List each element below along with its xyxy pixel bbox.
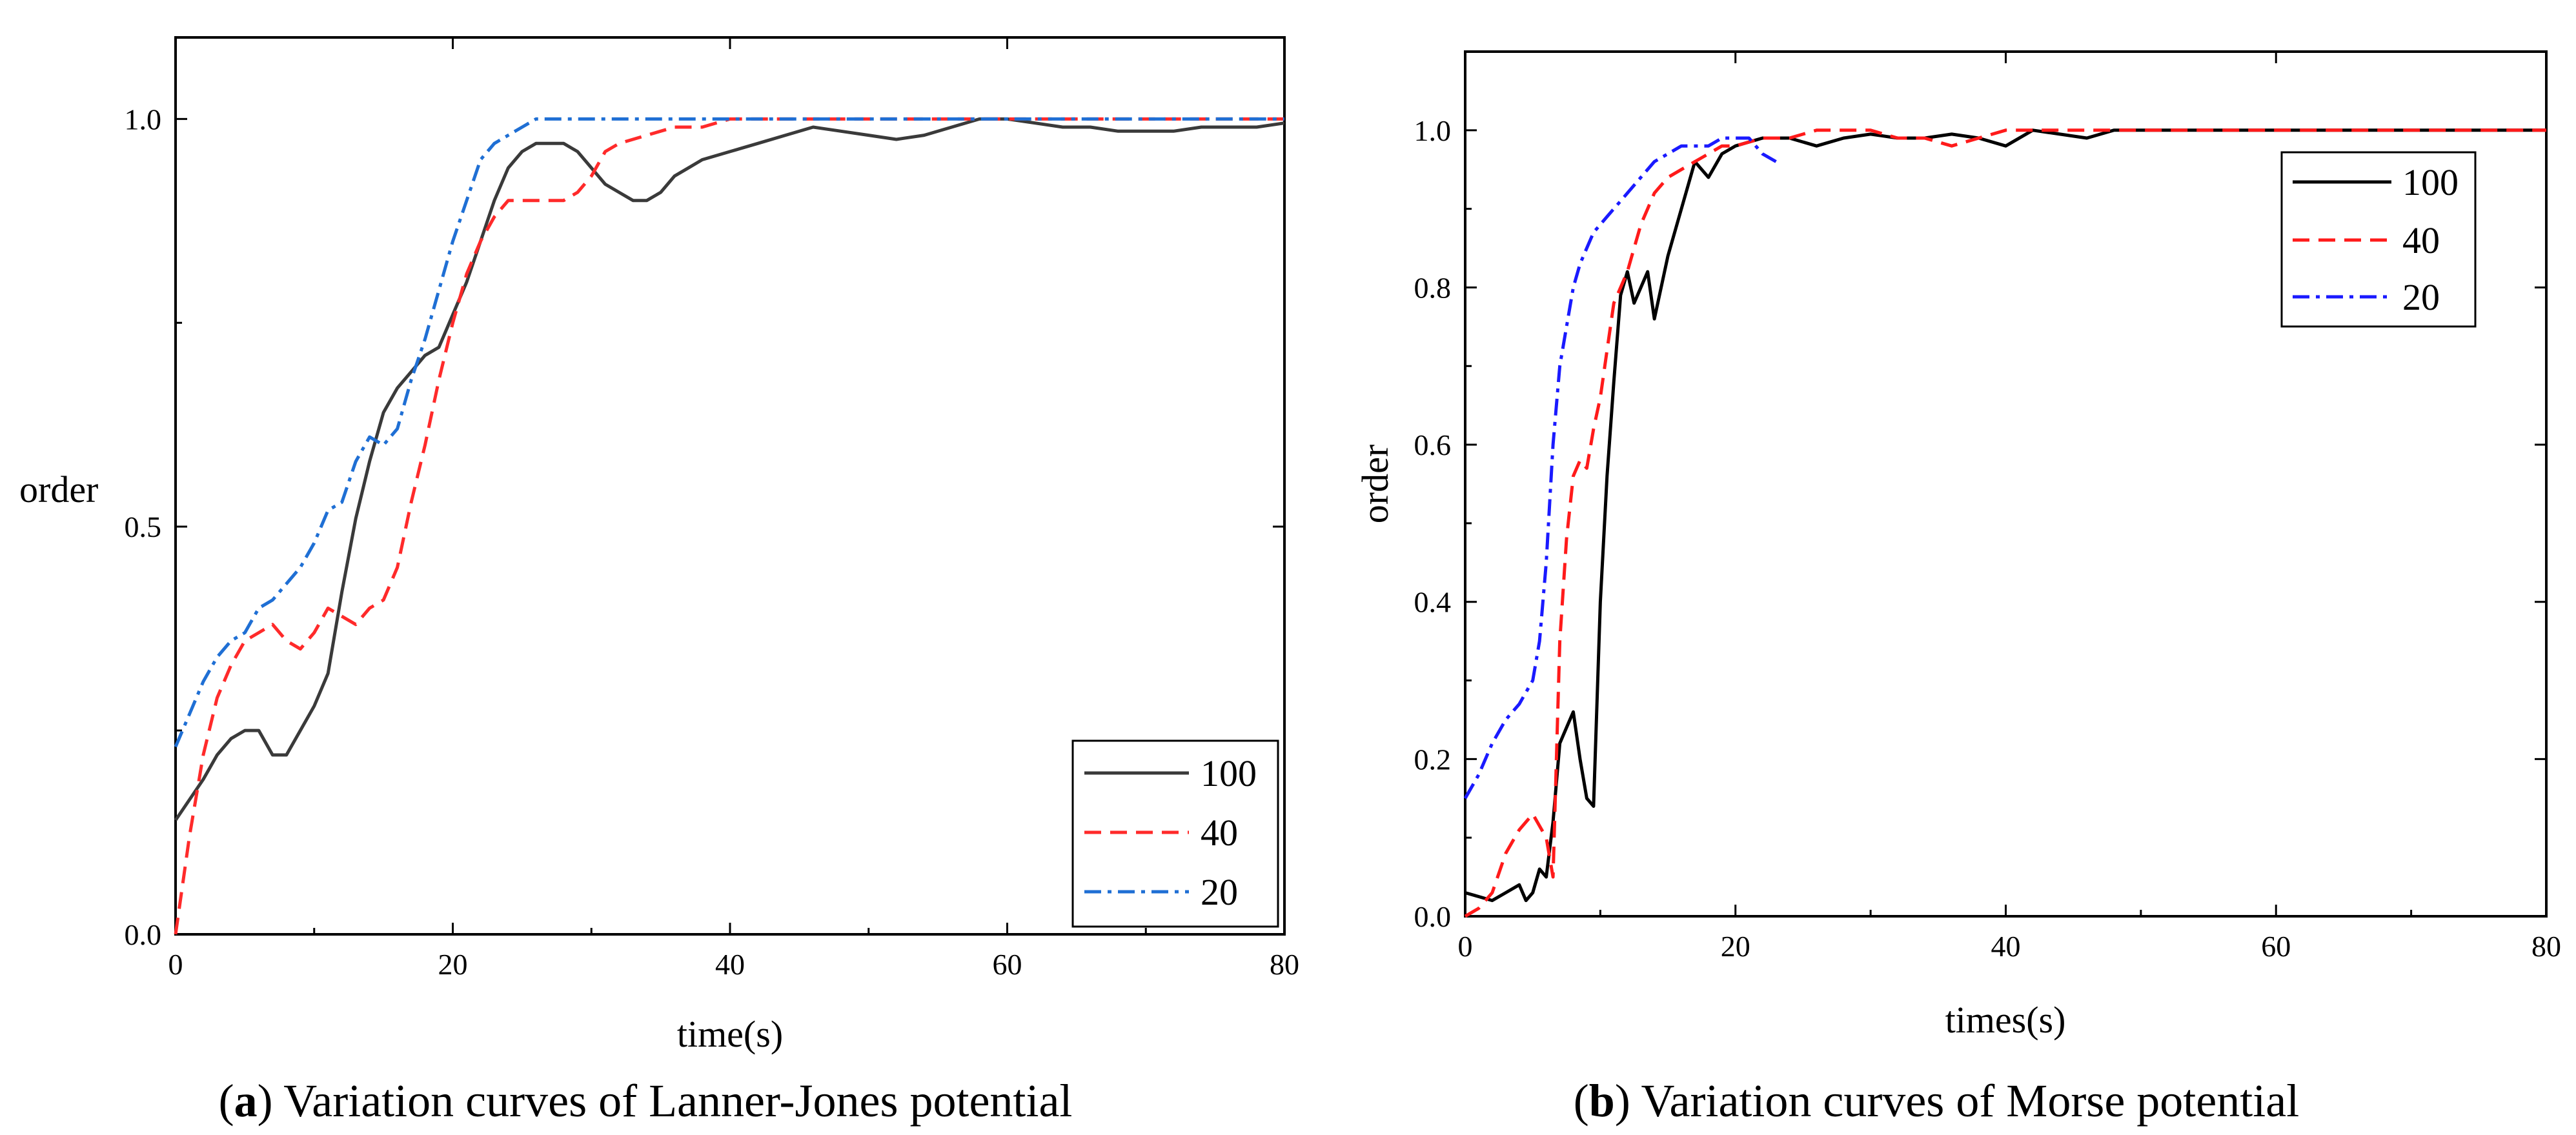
y-tick-label-b-4: 0.8 [1414, 271, 1452, 304]
y-tick-label-b-3: 0.6 [1414, 428, 1452, 461]
legend-label-a-20: 20 [1201, 871, 1238, 913]
y-tick-label-b-5: 1.0 [1414, 114, 1452, 147]
legend-label-a-40: 40 [1201, 812, 1238, 854]
x-tick-label-a-20: 20 [438, 948, 468, 981]
series-line-a-40 [174, 117, 1284, 935]
axis-ticks-a: 0 20 40 60 80 0.0 0.5 1.0 [125, 37, 1299, 981]
x-tick-label-b-60: 60 [2261, 930, 2291, 963]
y-tick-label-a-2: 1.0 [125, 103, 162, 136]
series-group-a [174, 117, 1285, 935]
caption-letter-b: b [1589, 1075, 1615, 1127]
legend-a: 100 40 20 [1071, 739, 1279, 928]
y-tick-label-a-1: 0.5 [125, 510, 162, 543]
panel-b: 0 20 40 60 80 0.0 0.2 0.4 0.6 0.8 1.0 order times(… [1354, 50, 2561, 1127]
axis-ticks-b: 0 20 40 60 80 0.0 0.2 0.4 0.6 0.8 1.0 [1414, 52, 2561, 963]
legend-b: 100 40 20 [2280, 151, 2477, 328]
x-tick-label-b-80: 80 [2531, 930, 2561, 963]
series-group-b [1463, 128, 2546, 918]
x-tick-label-b-0: 0 [1458, 930, 1473, 963]
legend-label-b-20: 20 [2402, 276, 2440, 318]
x-axis-title-b: times(s) [1945, 999, 2066, 1041]
x-tick-label-a-0: 0 [168, 948, 183, 981]
x-tick-label-b-20: 20 [1721, 930, 1750, 963]
x-tick-label-a-40: 40 [715, 948, 745, 981]
series-line-a-100 [174, 117, 1285, 821]
series-line-b-20 [1463, 136, 1777, 799]
x-tick-label-a-60: 60 [993, 948, 1022, 981]
caption-a: (a) Variation curves of Lanner-Jones pot… [219, 1075, 1073, 1127]
caption-b: (b) Variation curves of Morse potential [1574, 1075, 2299, 1127]
series-line-b-100 [1465, 128, 2546, 903]
series-line-a-20 [174, 117, 1284, 748]
x-axis-title-a: time(s) [677, 1013, 783, 1055]
series-line-b-40 [1464, 128, 2546, 918]
legend-label-b-100: 100 [2402, 161, 2459, 203]
y-tick-label-b-1: 0.2 [1414, 743, 1452, 776]
y-axis-title-b: order [1354, 445, 1396, 523]
y-axis-title-a: order [19, 468, 98, 510]
x-tick-label-a-80: 80 [1270, 948, 1299, 981]
legend-label-b-40: 40 [2402, 219, 2440, 261]
caption-letter-a: a [234, 1075, 258, 1127]
caption-text-a: Variation curves of Lanner-Jones potenti… [283, 1075, 1072, 1127]
panel-a: 0 20 40 60 80 0.0 0.5 1.0 order time(s) 100 40 … [19, 36, 1299, 1127]
y-tick-label-b-2: 0.4 [1414, 586, 1452, 619]
legend-label-a-100: 100 [1201, 752, 1257, 794]
caption-text-b: Variation curves of Morse potential [1641, 1075, 2300, 1127]
x-tick-label-b-40: 40 [1991, 930, 2021, 963]
y-tick-label-b-0: 0.0 [1414, 900, 1452, 933]
y-tick-label-a-0: 0.0 [125, 918, 162, 951]
